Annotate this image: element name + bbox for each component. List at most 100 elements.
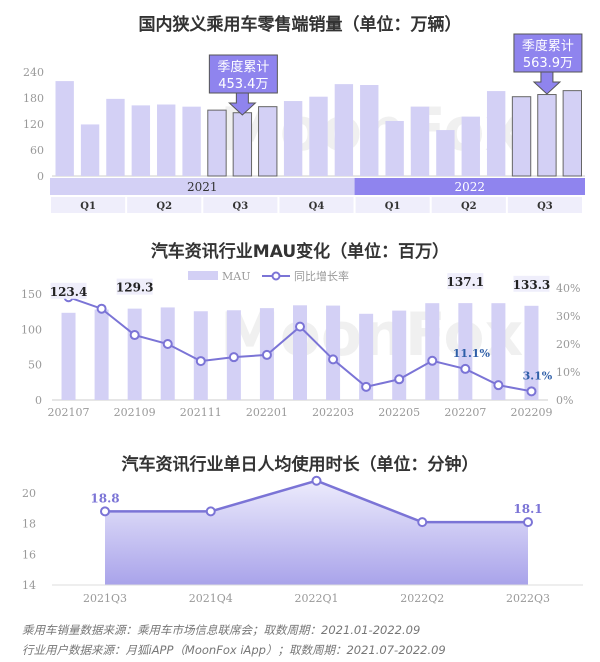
x-tick-label: 2022Q1	[294, 592, 338, 605]
mau-bar	[392, 310, 407, 400]
y-right-tick-label: 0%	[556, 394, 573, 407]
bar-label: 133.3	[513, 278, 551, 292]
year-label: 2021	[187, 180, 218, 194]
x-tick-label: 202109	[114, 406, 156, 419]
growth-marker	[328, 354, 339, 365]
bar	[182, 106, 201, 176]
y-left-tick-label: 0	[35, 394, 42, 407]
x-tick-label: 2022Q2	[400, 592, 444, 605]
mau-bar	[127, 308, 142, 400]
growth-marker	[228, 352, 239, 363]
x-tick-label: 202209	[510, 406, 552, 419]
duration-marker	[417, 517, 428, 528]
mau-bar	[491, 303, 506, 400]
mau-bar	[359, 313, 374, 400]
x-tick-label: 202201	[246, 406, 288, 419]
legend-growth-label: 同比增长率	[294, 269, 349, 283]
duration-marker	[311, 475, 322, 486]
y-right-tick-label: 40%	[556, 282, 580, 295]
callout-value: 563.9万	[523, 56, 573, 71]
footnote-user-source: 行业用户数据来源：月狐iAPP（MoonFox iApp）；取数周期：2021.…	[22, 643, 446, 657]
growth-marker	[394, 374, 405, 385]
y-right-tick-label: 10%	[556, 366, 580, 379]
callout-box	[208, 54, 278, 94]
y-tick-label: 14	[22, 579, 36, 592]
mau-bar	[61, 312, 76, 400]
growth-marker	[261, 349, 272, 360]
duration-area	[105, 480, 528, 585]
bar	[461, 116, 480, 176]
growth-marker	[162, 339, 173, 349]
bar	[55, 81, 74, 176]
legend-mau-label: MAU	[222, 270, 250, 283]
bar	[232, 112, 253, 177]
growth-marker	[460, 363, 471, 374]
legend-growth-marker	[271, 271, 281, 281]
x-tick-label: 202207	[444, 406, 486, 419]
y-tick-label: 16	[22, 548, 36, 561]
mau-bar	[193, 311, 208, 400]
quarter-cell	[279, 197, 354, 213]
mau-bar	[293, 305, 307, 400]
duration-marker	[100, 506, 110, 517]
y-left-tick-label: 100	[21, 323, 42, 336]
bar	[106, 98, 125, 176]
duration-marker	[205, 506, 216, 517]
quarter-label: Q4	[309, 201, 325, 212]
mau-bar	[94, 309, 109, 400]
line-label: 3.1%	[523, 369, 553, 382]
y-tick-label: 18	[22, 518, 36, 531]
y-left-tick-label: 150	[21, 288, 42, 301]
growth-marker	[195, 356, 206, 367]
point-label: 18.8	[90, 491, 119, 505]
x-tick-label: 2021Q3	[83, 592, 127, 605]
mau-bar	[160, 307, 175, 400]
growth-marker	[295, 321, 305, 332]
year-band	[354, 178, 585, 195]
footnote-sales-source: 乘用车销量数据来源：乘用车市场信息联席会；取数周期：2021.01-2022.0…	[22, 623, 421, 637]
y-tick-label: 60	[30, 144, 44, 157]
bar	[207, 109, 227, 177]
bar	[80, 124, 100, 176]
quarter-label: Q1	[385, 201, 401, 212]
bar-label: 137.1	[447, 275, 485, 289]
bar-label-bg	[513, 275, 550, 292]
bar	[131, 105, 151, 176]
legend-mau-swatch	[188, 271, 218, 280]
quarter-cell	[203, 197, 278, 213]
quarter-cell	[507, 197, 582, 213]
growth-marker	[129, 330, 140, 341]
y-tick-label: 0	[37, 170, 44, 183]
bar	[486, 91, 506, 176]
x-tick-label: 202111	[180, 406, 222, 419]
x-tick-label: 202203	[312, 406, 354, 419]
callout-value: 453.4万	[218, 77, 268, 92]
bar	[562, 90, 582, 177]
quarter-cell	[355, 197, 430, 213]
bar	[258, 106, 278, 177]
growth-marker	[427, 355, 438, 366]
bar	[537, 94, 557, 177]
chart2-title: 汽车资讯行业MAU变化（单位：百万）	[150, 242, 450, 262]
y-left-tick-label: 50	[28, 359, 42, 372]
callout-text: 季度累计	[217, 59, 269, 75]
y-tick-label: 240	[23, 66, 44, 79]
callout-arrow	[228, 92, 257, 116]
duration-marker	[523, 517, 533, 528]
bar	[436, 130, 455, 176]
growth-marker	[361, 381, 372, 392]
x-tick-label: 2021Q4	[189, 592, 233, 605]
growth-marker	[96, 303, 107, 314]
mau-bar	[425, 303, 440, 400]
bar	[309, 96, 328, 176]
bar	[511, 96, 532, 177]
y-tick-label: 20	[22, 487, 36, 500]
quarter-label: Q3	[233, 201, 249, 212]
growth-marker	[526, 386, 537, 397]
chart1-title: 国内狭义乘用车零售端销量（单位：万辆）	[138, 15, 462, 35]
mau-bar	[524, 305, 539, 400]
x-tick-label: 2022Q3	[506, 592, 550, 605]
callout-box	[513, 33, 583, 73]
bar-label: 129.3	[116, 281, 154, 295]
quarter-label: Q1	[80, 201, 96, 212]
